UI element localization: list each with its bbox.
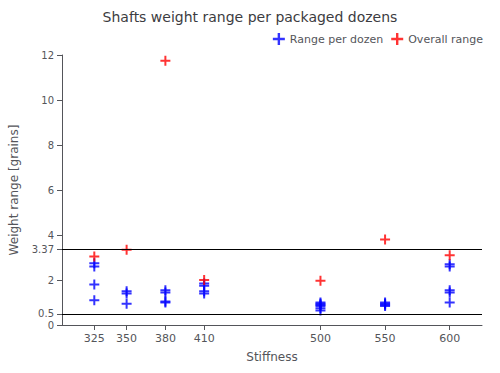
svg-text:Weight range [grains]: Weight range [grains] [7,125,21,256]
svg-text:3.37: 3.37 [32,244,54,255]
svg-text:12: 12 [41,50,54,61]
svg-text:550: 550 [375,332,396,345]
svg-text:325: 325 [84,332,105,345]
svg-text:0.5: 0.5 [38,308,54,319]
svg-text:350: 350 [116,332,137,345]
svg-text:600: 600 [439,332,460,345]
svg-text:6: 6 [48,185,54,196]
svg-text:10: 10 [41,95,54,106]
svg-text:8: 8 [48,140,54,151]
svg-text:410: 410 [194,332,215,345]
svg-text:2: 2 [48,275,54,286]
svg-text:0: 0 [48,320,54,331]
svg-text:Stiffness: Stiffness [246,350,297,364]
svg-text:4: 4 [48,230,54,241]
svg-text:Shafts weight range per packag: Shafts weight range per packaged dozens [103,9,398,25]
svg-text:Range per dozen: Range per dozen [290,33,383,46]
svg-text:Overall range: Overall range [408,33,483,46]
svg-text:380: 380 [155,332,176,345]
svg-text:500: 500 [310,332,331,345]
